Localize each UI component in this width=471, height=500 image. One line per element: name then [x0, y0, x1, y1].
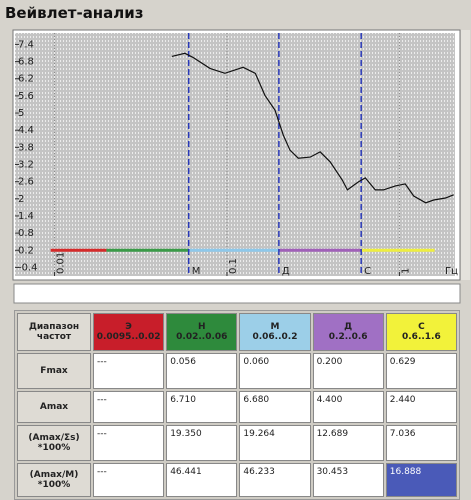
y-tick-label: 4.4 [18, 125, 34, 136]
x-tick-label: 0.01 [56, 252, 67, 274]
band-name: Н [198, 322, 206, 332]
y-tick-label: 5 [18, 108, 24, 119]
value-cell: 19.264 [239, 425, 311, 461]
value-cell: 0.200 [312, 353, 384, 389]
band-name: С [418, 322, 425, 332]
value-cell: 6.680 [239, 391, 311, 423]
band-range: 0.06..0.2 [252, 332, 298, 342]
x-tick-label: 1 [400, 268, 411, 274]
y-tick-label: 1.4 [18, 211, 34, 222]
value-cell: --- [93, 463, 165, 497]
value-cell: 30.453 [312, 463, 384, 497]
plot-area [15, 33, 455, 276]
band-header: М 0.06..0.2 [239, 313, 311, 351]
band-boundary-label: Д [282, 266, 290, 277]
data-row: (Amax/Σs) *100% --- 19.350 19.264 12.689 7.03… [17, 425, 457, 461]
row-label: (Amax/M) *100% [17, 463, 91, 497]
window-title: Вейвлет-анализ [5, 4, 144, 22]
value-cell: --- [93, 353, 165, 389]
value-cell: 6.710 [166, 391, 238, 423]
band-range: 0.0095..0.02 [96, 332, 161, 342]
y-tick-label: 0.2 [18, 245, 34, 256]
empty-field [13, 283, 461, 304]
value-cell: 4.400 [312, 391, 384, 423]
y-tick-label: 7.4 [18, 39, 34, 50]
band-header: Д 0.2..0.6 [312, 313, 384, 351]
band-header: С 0.6..1.6 [385, 313, 457, 351]
band-range: 0.2..0.6 [328, 332, 368, 342]
value-cell: 46.441 [166, 463, 238, 497]
y-tick-label: 6.8 [18, 57, 34, 68]
value-cell: 16.888 [385, 463, 457, 497]
value-cell: 0.629 [385, 353, 457, 389]
window: Вейвлет-анализ 7.4 6.8 6.2 5.6 5 4.4 3.8 3.2 2.6… [5, 4, 470, 500]
band-name: Э [125, 322, 132, 332]
band-boundary-label: С [364, 266, 371, 277]
band-header: Н 0.02..0.06 [166, 313, 238, 351]
y-tick-label: 3.2 [18, 160, 34, 171]
spectrum-line [171, 52, 454, 204]
band-range: 0.6..1.6 [402, 332, 441, 342]
value-cell: 12.689 [312, 425, 384, 461]
value-cell: 2.440 [385, 391, 457, 423]
value-cell: 46.233 [239, 463, 311, 497]
value-cell: 19.350 [166, 425, 238, 461]
value-cell: 7.036 [385, 425, 457, 461]
results-table: Диапазон частот Э 0.0095..0.02 Н 0.02..0.06 М… [14, 310, 460, 500]
value-cell: 0.060 [239, 353, 311, 389]
value-cell: --- [93, 391, 165, 423]
value-cell: 0.056 [166, 353, 238, 389]
chart: 7.4 6.8 6.2 5.6 5 4.4 3.8 3.2 2.6 2 1.4 0.8 0.2 -0.4 0… [12, 29, 470, 304]
y-tick-label: -0.4 [18, 262, 38, 273]
band-range: 0.02..0.06 [176, 332, 228, 342]
band-boundary-label: М [192, 266, 201, 277]
header-row: Диапазон частот Э 0.0095..0.02 Н 0.02..0.06 М… [17, 313, 457, 351]
row-label: Fmax [17, 353, 91, 389]
data-row: (Amax/M) *100% --- 46.441 46.233 30.453 16.88… [17, 463, 457, 497]
value-cell: --- [93, 425, 165, 461]
y-tick-label: 2.6 [18, 177, 34, 188]
y-tick-label: 2 [18, 194, 24, 205]
y-tick-label: 0.8 [18, 228, 34, 239]
y-tick-label: 3.8 [18, 142, 34, 153]
band-name: Д [344, 322, 353, 332]
x-tick-label: 0.1 [228, 258, 239, 274]
y-tick-label: 6.2 [18, 74, 34, 85]
side-strip [461, 30, 470, 280]
corner-cell: Диапазон частот [17, 313, 91, 351]
band-header: Э 0.0095..0.02 [93, 313, 165, 351]
row-label: Amax [17, 391, 91, 423]
row-label: (Amax/Σs) *100% [17, 425, 91, 461]
y-tick-label: 5.6 [18, 91, 34, 102]
data-row: Fmax --- 0.056 0.060 0.200 0.629 [17, 353, 457, 389]
band-name: М [270, 322, 280, 332]
data-row: Amax --- 6.710 6.680 4.400 2.440 [17, 391, 457, 423]
x-axis-unit: Гц [445, 266, 458, 277]
